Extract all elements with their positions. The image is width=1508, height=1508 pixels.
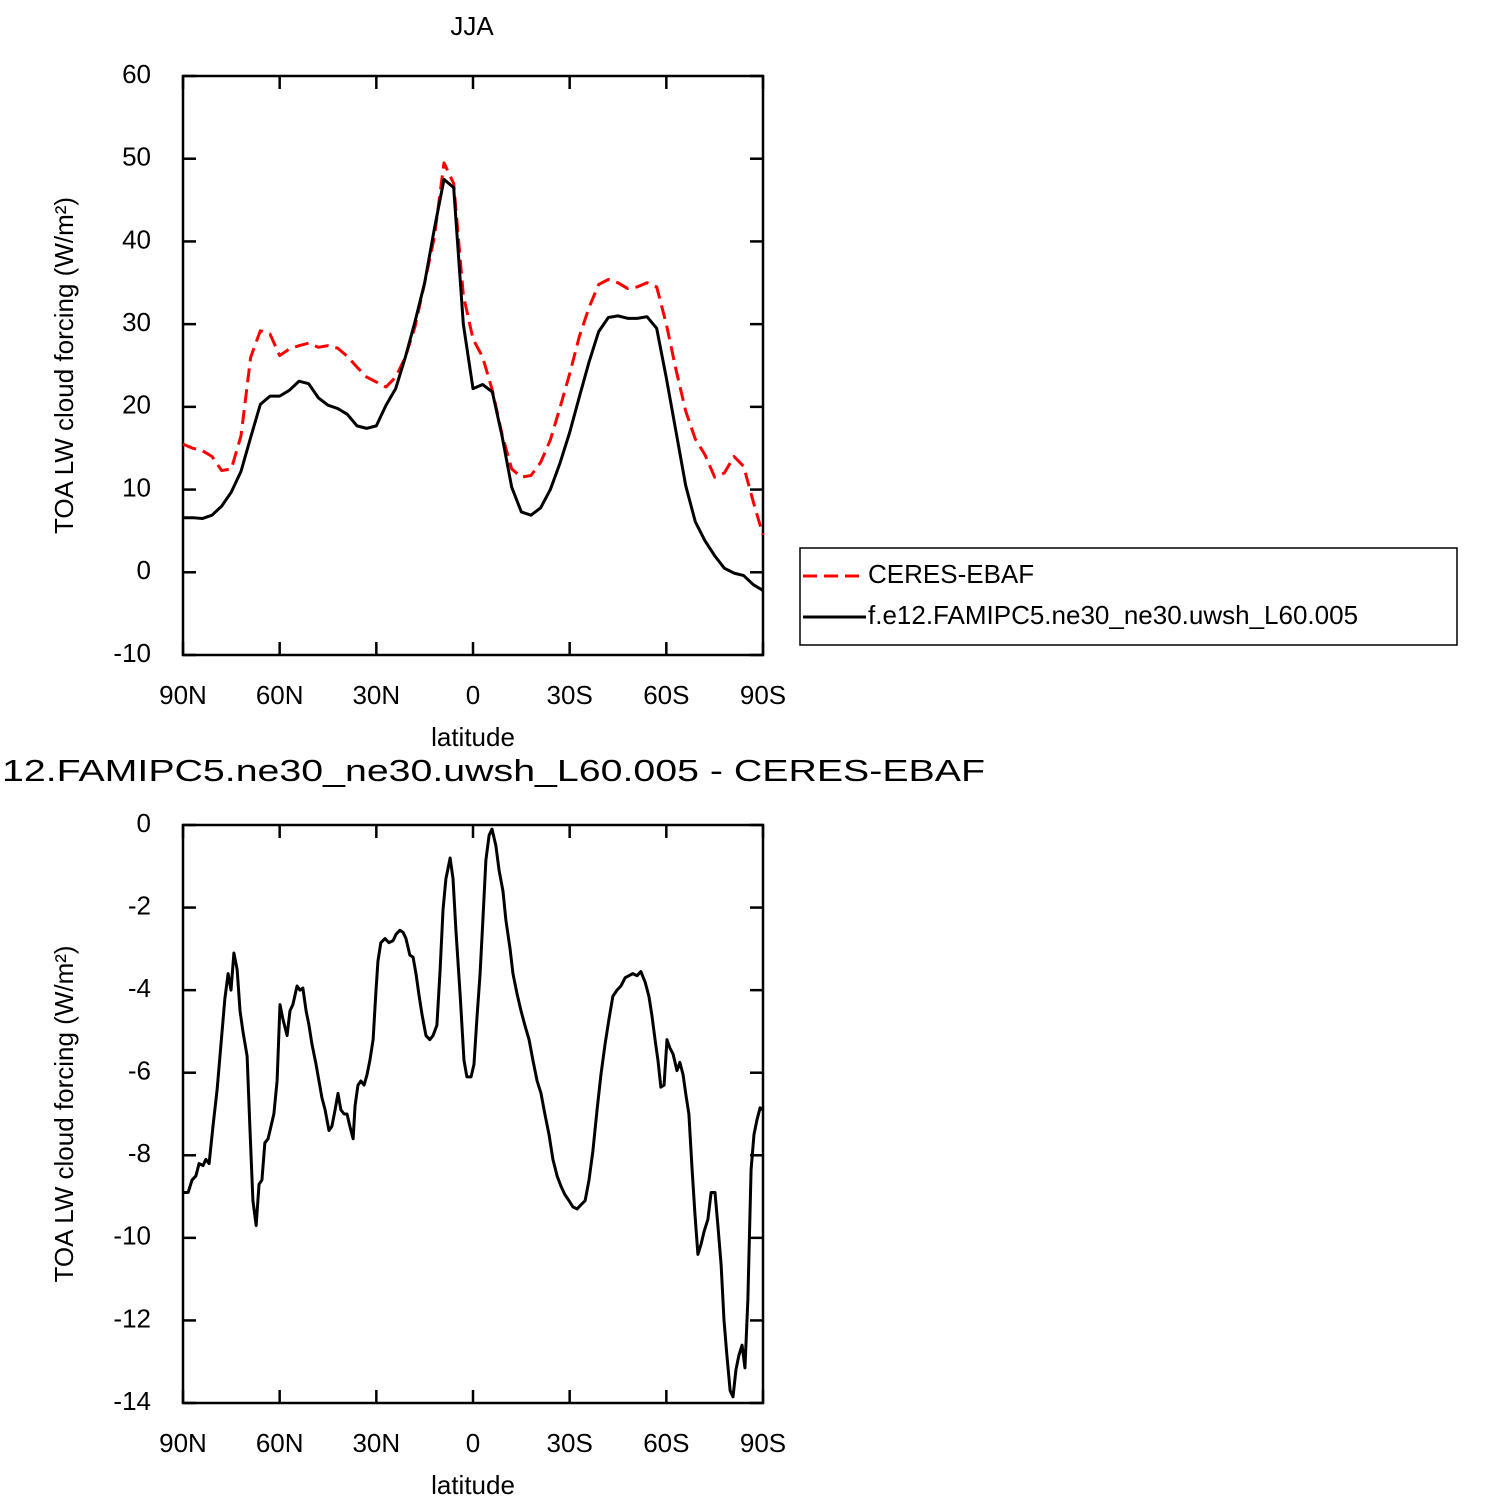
y-tick-label: -6 bbox=[128, 1056, 151, 1086]
x-tick-label: 30N bbox=[352, 680, 400, 710]
legend-label: f.e12.FAMIPC5.ne30_ne30.uwsh_L60.005 bbox=[868, 600, 1358, 630]
x-tick-label: 90N bbox=[159, 680, 207, 710]
x-tick-label: 60N bbox=[256, 1428, 304, 1458]
y-tick-label: 40 bbox=[122, 224, 151, 254]
x-tick-label: 30N bbox=[352, 1428, 400, 1458]
x-tick-label: 30S bbox=[547, 1428, 593, 1458]
data-line bbox=[182, 161, 765, 536]
y-tick-label: -8 bbox=[128, 1138, 151, 1168]
x-tick-label: 0 bbox=[466, 1428, 480, 1458]
chart-title: 12.FAMIPC5.ne30_ne30.uwsh_L60.005 - CERE… bbox=[2, 753, 985, 788]
x-axis-label: latitude bbox=[431, 1470, 515, 1500]
legend-label: CERES-EBAF bbox=[868, 559, 1034, 589]
plot-frame bbox=[181, 823, 765, 1405]
x-tick-label: 90S bbox=[740, 1428, 786, 1458]
y-tick-label: -2 bbox=[128, 890, 151, 920]
y-tick-label: -4 bbox=[128, 973, 151, 1003]
x-tick-label: 90S bbox=[740, 680, 786, 710]
y-tick-label: 10 bbox=[122, 472, 151, 502]
y-tick-label: -10 bbox=[113, 1221, 151, 1251]
y-tick-label: 20 bbox=[122, 390, 151, 420]
chart-title: JJA bbox=[450, 11, 494, 41]
x-tick-label: 0 bbox=[466, 680, 480, 710]
x-tick-label: 60N bbox=[256, 680, 304, 710]
x-tick-label: 60S bbox=[643, 680, 689, 710]
y-tick-label: -12 bbox=[113, 1303, 151, 1333]
y-tick-label: 0 bbox=[137, 808, 151, 838]
plot-frame bbox=[181, 74, 765, 657]
y-tick-label: 30 bbox=[122, 307, 151, 337]
data-line bbox=[183, 177, 764, 592]
y-axis-label: TOA LW cloud forcing (W/m²) bbox=[49, 197, 79, 534]
x-tick-label: 60S bbox=[643, 1428, 689, 1458]
y-tick-label: 50 bbox=[122, 142, 151, 172]
x-axis-label: latitude bbox=[431, 722, 515, 752]
y-tick-label: -10 bbox=[113, 638, 151, 668]
y-tick-label: 0 bbox=[137, 555, 151, 585]
x-tick-label: 30S bbox=[547, 680, 593, 710]
y-tick-label: 60 bbox=[122, 59, 151, 89]
data-line bbox=[183, 827, 764, 1399]
x-tick-label: 90N bbox=[159, 1428, 207, 1458]
y-tick-label: -14 bbox=[113, 1386, 151, 1416]
legend-box bbox=[799, 547, 1458, 646]
y-axis-label: TOA LW cloud forcing (W/m²) bbox=[49, 945, 79, 1282]
